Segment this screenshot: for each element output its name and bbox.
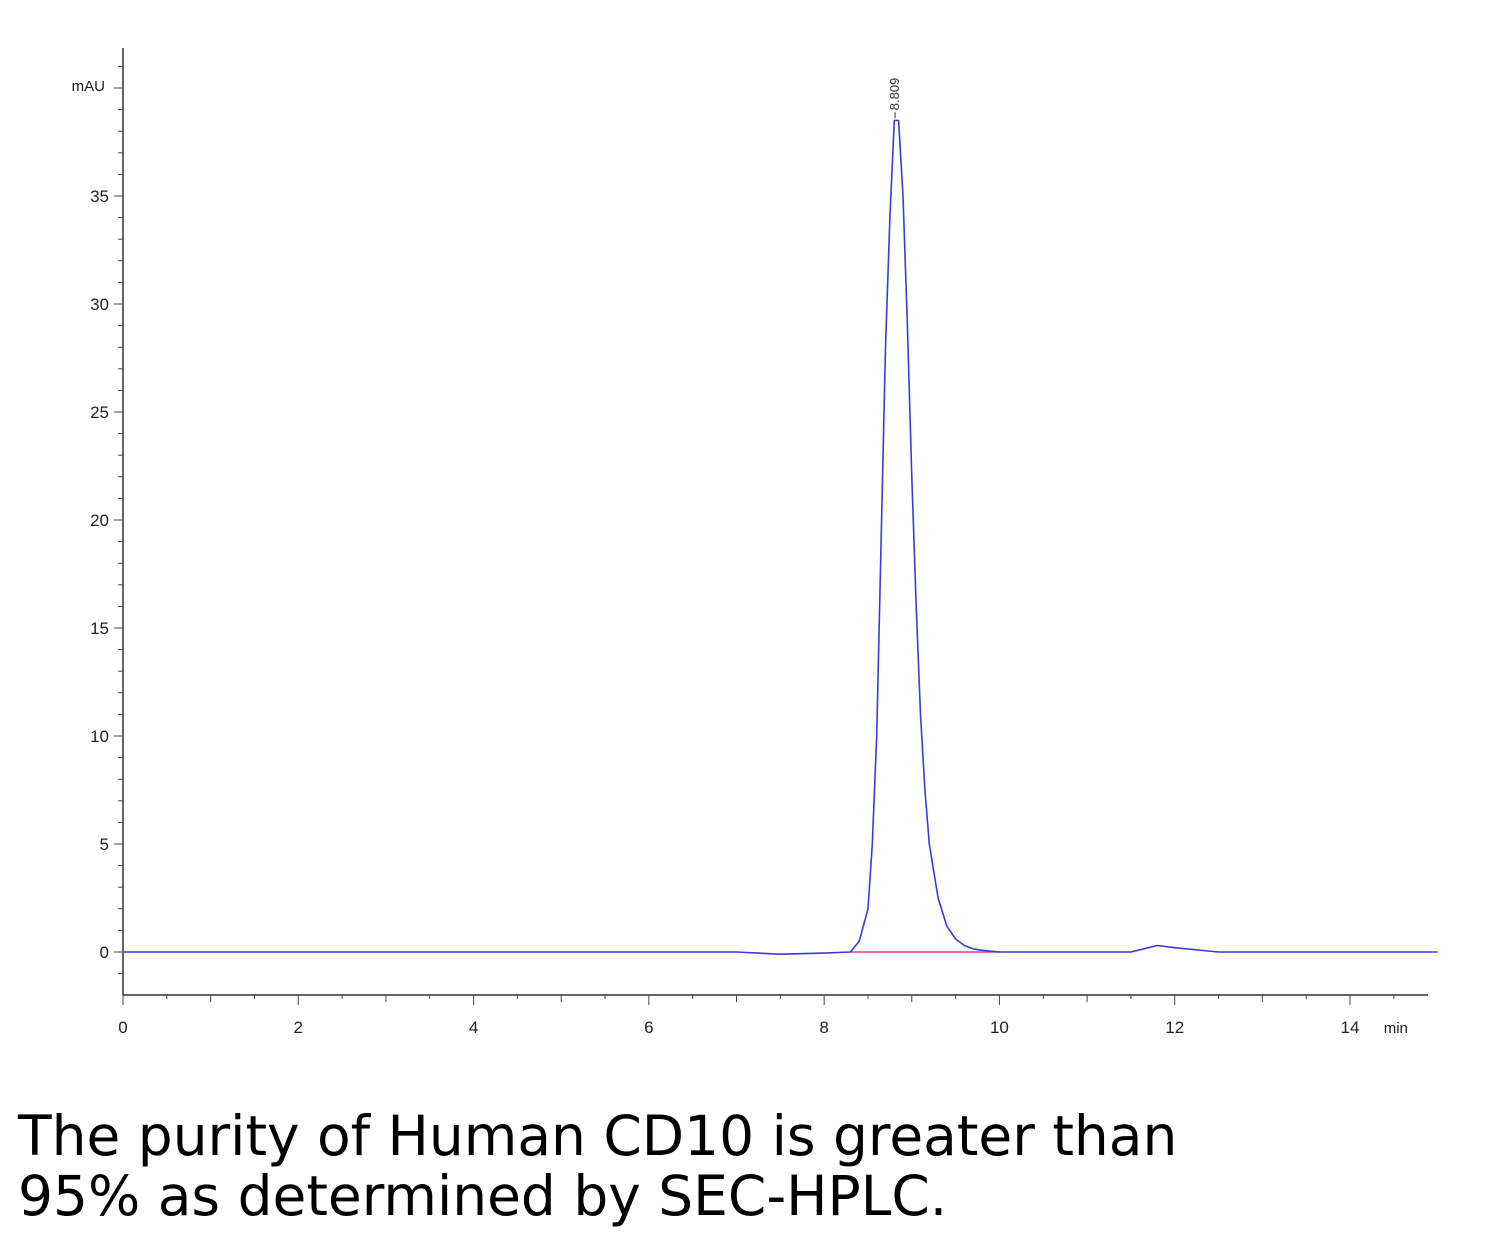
x-tick-label: 4 <box>469 1018 478 1037</box>
chart-axes <box>122 48 1428 996</box>
y-tick-label: 5 <box>100 835 109 854</box>
y-tick-label: 20 <box>90 511 109 530</box>
chart-plot-area: 8.809 <box>123 78 1438 955</box>
y-tick-label: 35 <box>90 187 109 206</box>
y-tick-label: 25 <box>90 403 109 422</box>
peak-label: 8.809 <box>887 78 902 111</box>
y-axis-label: mAU <box>72 78 105 95</box>
y-tick-label: 0 <box>100 943 109 962</box>
x-tick-label: 14 <box>1341 1018 1360 1037</box>
y-tick-label: 30 <box>90 295 109 314</box>
y-tick-label: 10 <box>90 727 109 746</box>
x-tick-label: 8 <box>819 1018 828 1037</box>
x-tick-label: 10 <box>990 1018 1009 1037</box>
chromatogram-line <box>123 119 1438 955</box>
caption-line-2: 95% as determined by SEC-HPLC. <box>18 1164 948 1228</box>
x-tick-label: 6 <box>644 1018 653 1037</box>
x-axis-label: min <box>1384 1020 1408 1037</box>
chart-ticks <box>114 65 1395 1005</box>
chromatogram-chart: 0 5 10 15 20 25 30 35 mAU 0 2 4 6 8 10 12 14 min 8.809 <box>72 48 1438 1037</box>
x-tick-label: 12 <box>1165 1018 1184 1037</box>
x-tick-label: 2 <box>294 1018 303 1037</box>
y-tick-label: 15 <box>90 619 109 638</box>
caption-line-1: The purity of Human CD10 is greater than <box>18 1104 1178 1168</box>
figure-caption: The purity of Human CD10 is greater than… <box>18 1106 1478 1226</box>
x-tick-label: 0 <box>118 1018 127 1037</box>
chart-tick-labels: 0 5 10 15 20 25 30 35 mAU 0 2 4 6 8 10 12 14 min <box>72 78 1408 1037</box>
